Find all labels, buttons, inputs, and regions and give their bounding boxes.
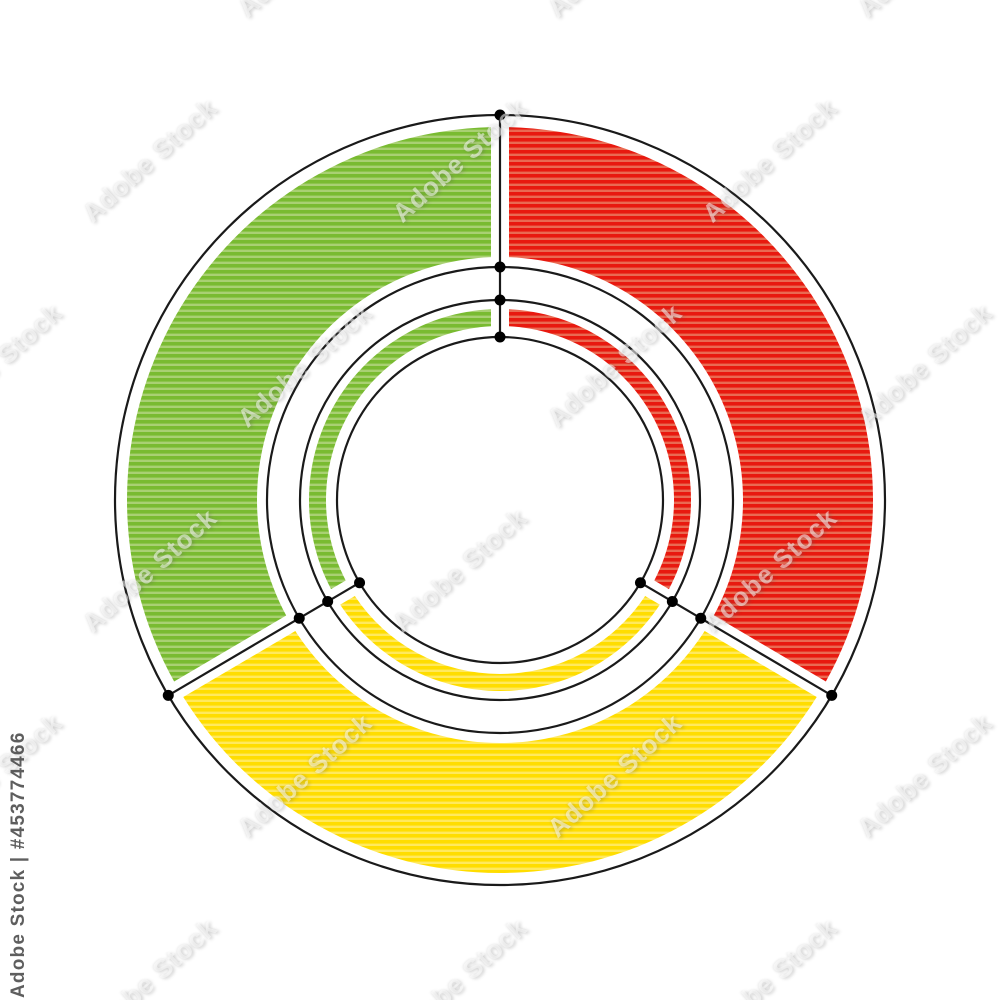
node-dot — [354, 577, 366, 589]
node-dot — [494, 331, 506, 343]
node-dot — [293, 612, 305, 624]
chart-segment-green-inner-ring — [308, 309, 491, 590]
node-dot — [322, 596, 334, 608]
watermark-id-label: Adobe Stock | #453774466 — [8, 731, 29, 998]
node-dot — [494, 261, 506, 273]
node-dot — [666, 596, 678, 608]
node-dot — [494, 294, 506, 306]
node-dot — [634, 577, 646, 589]
node-dot — [826, 689, 838, 701]
chart-segment-red-inner-ring — [509, 309, 692, 590]
guide-circle — [298, 298, 702, 702]
chart-segment-yellow-inner-ring — [340, 595, 660, 692]
node-dot — [162, 689, 174, 701]
node-dot — [695, 612, 707, 624]
guide-circle — [335, 335, 665, 665]
chart-segment-green-outer-ring — [127, 127, 491, 682]
chart-segment-red-outer-ring — [509, 127, 873, 682]
node-dot — [494, 109, 506, 121]
chart-segment-yellow-outer-ring — [183, 631, 817, 874]
